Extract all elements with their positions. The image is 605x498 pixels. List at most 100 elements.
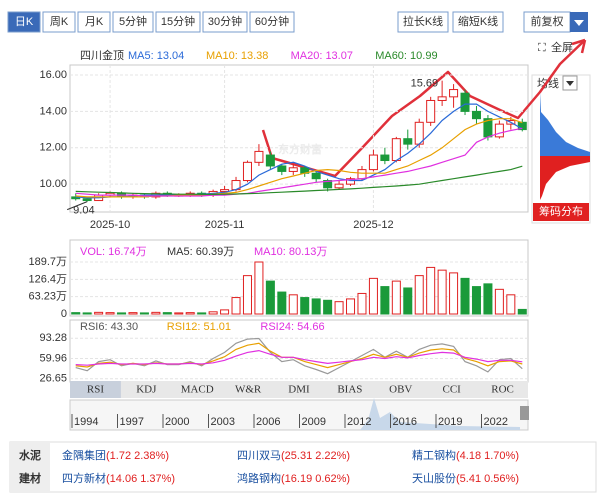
- zoom-out-button[interactable]: [452, 11, 504, 33]
- volume-bar: [162, 312, 172, 315]
- period-tab[interactable]: [112, 11, 154, 33]
- timeline-year: 1994: [74, 416, 98, 428]
- fullscreen-label[interactable]: 全屏: [551, 40, 573, 54]
- volume-bar: [231, 297, 241, 315]
- vol-legend: MA10: 80.13万: [254, 246, 327, 258]
- chip-title[interactable]: 筹码分布: [539, 204, 583, 218]
- volume-bar: [391, 280, 401, 315]
- stock-name: 四川金顶: [80, 48, 124, 62]
- volume-bar: [460, 277, 470, 315]
- period-tab-label[interactable]: 15分钟: [161, 14, 195, 28]
- volume-bar: [517, 308, 527, 315]
- indicator-tab[interactable]: MACD: [181, 384, 214, 396]
- volume-bar: [82, 312, 92, 315]
- candle-body: [437, 96, 447, 101]
- candle-body: [311, 172, 321, 180]
- dropdown-arrow: [574, 20, 584, 26]
- indicator-tab[interactable]: W&R: [235, 384, 262, 396]
- sector-label: 水泥: [19, 448, 41, 462]
- chip-title-box[interactable]: [533, 203, 589, 221]
- peer-quote: (5.41 0.56%): [456, 473, 519, 485]
- volume-bar: [151, 311, 161, 315]
- candle-body: [277, 165, 287, 172]
- period-tab[interactable]: [77, 11, 111, 33]
- peer-name[interactable]: 鸿路钢构: [237, 471, 281, 485]
- candle-body: [426, 99, 436, 123]
- period-tab-label[interactable]: 60分钟: [255, 14, 289, 28]
- rsi-legend: RSI6: 43.30: [80, 321, 138, 333]
- peer[interactable]: 四方新材(14.06 1.37%): [62, 471, 175, 485]
- peer-name[interactable]: 四川双马: [237, 449, 281, 462]
- peer-name[interactable]: 金隅集团: [62, 448, 106, 462]
- timeline-year: 2003: [211, 416, 235, 428]
- timeline-year: 2009: [302, 416, 326, 428]
- indicator-line: [75, 165, 523, 195]
- fullscreen-icon[interactable]: ⛶: [538, 42, 546, 54]
- ma-legend: MA60: 10.99: [375, 50, 437, 62]
- adjust-label: 前复权: [531, 14, 564, 28]
- high-annotation: 15.69: [411, 78, 439, 90]
- indicator-line: [75, 103, 523, 199]
- vol-legend: MA5: 60.39万: [167, 246, 234, 258]
- period-tab-label[interactable]: 5分钟: [119, 14, 147, 28]
- period-tab-label[interactable]: 30分钟: [208, 14, 242, 28]
- peer[interactable]: 精工钢构(4.18 1.70%): [412, 448, 519, 462]
- peer[interactable]: 金隅集团(1.72 2.38%): [62, 448, 169, 462]
- volume-bar: [311, 298, 321, 315]
- indicator-tab[interactable]: KDJ: [136, 384, 157, 396]
- vol-legend: VOL: 16.74万: [80, 246, 147, 258]
- rsi-legend: RSI24: 54.66: [260, 321, 324, 333]
- volume-bar: [300, 297, 310, 315]
- peer-quote: (14.06 1.37%): [106, 473, 175, 485]
- indicator-tab[interactable]: RSI: [87, 384, 104, 396]
- indicator-tab[interactable]: OBV: [389, 384, 412, 396]
- peer-quote: (25.31 2.22%): [281, 450, 350, 462]
- indicator-tab[interactable]: ROC: [491, 384, 514, 396]
- volume-bar: [449, 272, 459, 315]
- peer-name[interactable]: 精工钢构: [412, 448, 456, 462]
- period-tab[interactable]: [202, 11, 248, 33]
- period-tab[interactable]: [42, 11, 76, 33]
- candle-body: [391, 138, 401, 162]
- volume-bar: [242, 275, 252, 315]
- peer[interactable]: 天山股份(5.41 0.56%): [412, 472, 519, 485]
- indicator-tab[interactable]: CCI: [442, 384, 461, 396]
- volume-bar: [128, 312, 138, 315]
- y-tick-label: 189.7万: [28, 256, 67, 268]
- period-tab-label[interactable]: 周K: [50, 15, 69, 28]
- peer-quote: (16.19 0.62%): [281, 473, 350, 485]
- peer-quote: (1.72 2.38%): [106, 450, 169, 462]
- peer[interactable]: 鸿路钢构(16.19 0.62%): [237, 471, 350, 485]
- period-tab-label[interactable]: 日K: [15, 16, 34, 28]
- y-tick-label: 63.23万: [28, 291, 67, 303]
- indicator-tab-selected[interactable]: [70, 381, 121, 398]
- x-tick-label: 2025-11: [205, 219, 245, 231]
- volume-bar: [220, 309, 230, 315]
- ma-legend: MA5: 13.04: [128, 50, 184, 62]
- volume-bar: [426, 266, 436, 315]
- x-tick-label: 2025-12: [353, 219, 393, 231]
- candle-body: [254, 150, 264, 163]
- period-tab-label[interactable]: 月K: [85, 16, 104, 28]
- y-tick-label: 14.00: [39, 105, 67, 117]
- chip-loss: [540, 156, 590, 200]
- timeline-handle[interactable]: [520, 406, 529, 420]
- timeline-year: 2016: [393, 416, 417, 428]
- volume-bar: [288, 294, 298, 315]
- period-tab[interactable]: [155, 11, 201, 33]
- peer-name[interactable]: 天山股份: [412, 472, 456, 485]
- indicator-tab[interactable]: DMI: [288, 384, 310, 396]
- low-pointer: [66, 201, 88, 211]
- period-tab[interactable]: [249, 11, 295, 33]
- peer[interactable]: 四川双马(25.31 2.22%): [237, 449, 350, 462]
- volume-bar: [197, 312, 207, 315]
- peer-name[interactable]: 四方新材: [62, 471, 106, 485]
- timeline-year: 2012: [347, 416, 371, 428]
- candle-body: [288, 167, 298, 172]
- candle-body: [460, 92, 470, 112]
- sector-label: 建材: [19, 471, 41, 485]
- indicator-tab[interactable]: BIAS: [337, 384, 362, 396]
- zoom-in-button[interactable]: [397, 11, 449, 33]
- period-tab[interactable]: [7, 11, 41, 33]
- volume-bar: [277, 291, 287, 315]
